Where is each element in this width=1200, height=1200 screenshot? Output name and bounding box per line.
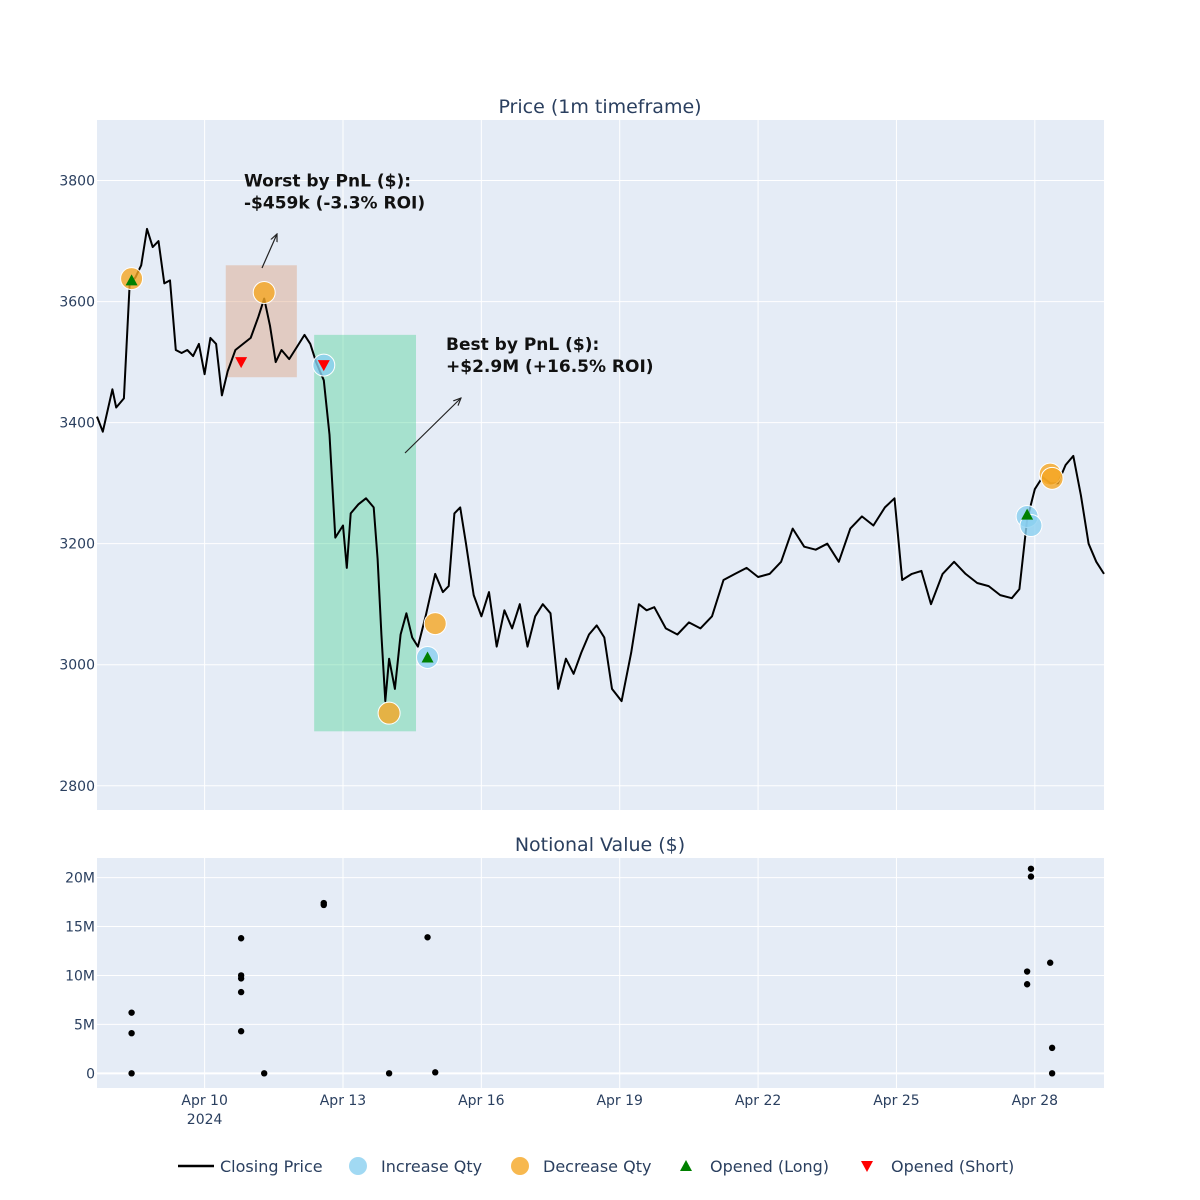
best-trade-region — [314, 334, 417, 732]
notional-plot-background — [97, 858, 1104, 1088]
decrease-qty-marker — [423, 612, 447, 636]
notional-point — [320, 901, 327, 909]
notional-y-tick-label: 15M — [65, 920, 95, 936]
x-tick-sublabel: 2024 — [187, 1112, 223, 1128]
legend-increase-qty-label: Increase Qty — [381, 1157, 482, 1176]
notional-point — [424, 934, 431, 941]
price-y-tick-label: 3200 — [59, 537, 95, 553]
opened-long-marker — [421, 651, 434, 663]
notional-point — [128, 1070, 135, 1077]
best-trade-annotation-line: Best by PnL ($): — [446, 335, 599, 355]
legend-opened-long-label: Opened (Long) — [710, 1157, 829, 1176]
opened-short-marker — [317, 360, 330, 372]
price-annotations: Worst by PnL ($):-$459k (-3.3% ROI) Best … — [244, 172, 654, 454]
notional-point — [385, 1070, 393, 1077]
price-y-tick-label: 2800 — [59, 779, 95, 795]
notional-point — [1023, 981, 1031, 988]
legend: Closing Price Increase Qty Decrease Qty Ope… — [178, 1157, 1014, 1176]
legend-closing-price-label: Closing Price — [220, 1157, 323, 1176]
notional-y-tick-label: 5M — [74, 1017, 95, 1033]
closing-price-line — [96, 227, 1105, 703]
notional-panel-title: Notional Value ($) — [515, 834, 685, 856]
x-axis-tick-labels: Apr 10 2024 Apr 13 Apr 16 Apr 19 Apr 22 Apr 25… — [181, 1093, 1058, 1128]
legend-increase-qty-swatch — [349, 1157, 367, 1175]
notional-point — [237, 988, 245, 996]
price-panel: Worst by PnL ($):-$459k (-3.3% ROI) Best … — [59, 96, 1105, 810]
x-tick-label: Apr 16 — [458, 1093, 505, 1109]
x-tick-label: Apr 28 — [1012, 1093, 1058, 1109]
legend-opened-short-swatch — [861, 1161, 873, 1172]
notional-y-tick-labels: 0 5M 10M 15M 20M — [65, 871, 95, 1083]
price-y-tick-label: 3800 — [59, 174, 95, 190]
decrease-qty-marker — [1040, 466, 1064, 490]
legend-decrease-qty-label: Decrease Qty — [543, 1157, 651, 1176]
notional-point — [260, 1070, 268, 1077]
decrease-qty-marker — [252, 281, 276, 304]
price-y-tick-label: 3400 — [59, 416, 95, 432]
price-y-tick-label: 3600 — [59, 295, 95, 311]
worst-trade-arrow — [261, 234, 277, 269]
notional-points — [128, 865, 1056, 1077]
notional-y-tick-label: 20M — [65, 871, 95, 887]
price-y-tick-label: 3000 — [59, 658, 95, 674]
price-line-group — [96, 227, 1105, 703]
notional-y-tick-label: 0 — [86, 1066, 95, 1082]
opened-long-marker — [125, 274, 138, 286]
notional-panel: 0 5M 10M 15M 20M Notional Value ($) — [65, 834, 1104, 1088]
notional-point — [1048, 1070, 1056, 1077]
opened-short-marker — [235, 357, 248, 369]
trade-markers — [120, 267, 1064, 725]
notional-point — [432, 1069, 439, 1076]
notional-point — [1027, 865, 1035, 872]
legend-opened-long-swatch — [680, 1160, 692, 1171]
legend-decrease-qty-swatch — [511, 1157, 529, 1175]
notional-point — [128, 1009, 135, 1016]
best-trade-arrow — [404, 398, 461, 454]
x-tick-label: Apr 10 — [181, 1093, 227, 1109]
notional-y-tick-label: 10M — [65, 968, 95, 984]
price-y-tick-labels: 2800 3000 3200 3400 3600 3800 — [59, 174, 95, 795]
worst-trade-annotation-line: Worst by PnL ($): — [244, 172, 411, 192]
best-trade-annotation-line: +$2.9M (+16.5% ROI) — [446, 357, 654, 377]
notional-gridlines — [97, 858, 1104, 1088]
notional-point — [128, 1029, 135, 1037]
increase-qty-marker — [1019, 514, 1043, 538]
notional-point — [1046, 959, 1054, 966]
notional-point — [1023, 968, 1031, 975]
notional-point — [237, 1028, 245, 1035]
x-tick-label: Apr 13 — [320, 1093, 366, 1109]
legend-opened-short-label: Opened (Short) — [891, 1157, 1014, 1176]
worst-trade-annotation-line: -$459k (-3.3% ROI) — [244, 194, 425, 214]
opened-long-marker — [1021, 508, 1034, 520]
x-tick-label: Apr 25 — [873, 1093, 919, 1109]
x-tick-label: Apr 22 — [735, 1093, 781, 1109]
price-panel-title: Price (1m timeframe) — [498, 96, 701, 118]
decrease-qty-marker — [377, 701, 401, 725]
price-plot-background — [97, 120, 1104, 810]
x-tick-label: Apr 19 — [596, 1093, 642, 1109]
notional-point — [1027, 873, 1035, 880]
notional-point — [237, 935, 245, 942]
notional-point — [237, 975, 245, 982]
notional-point — [1048, 1044, 1056, 1052]
